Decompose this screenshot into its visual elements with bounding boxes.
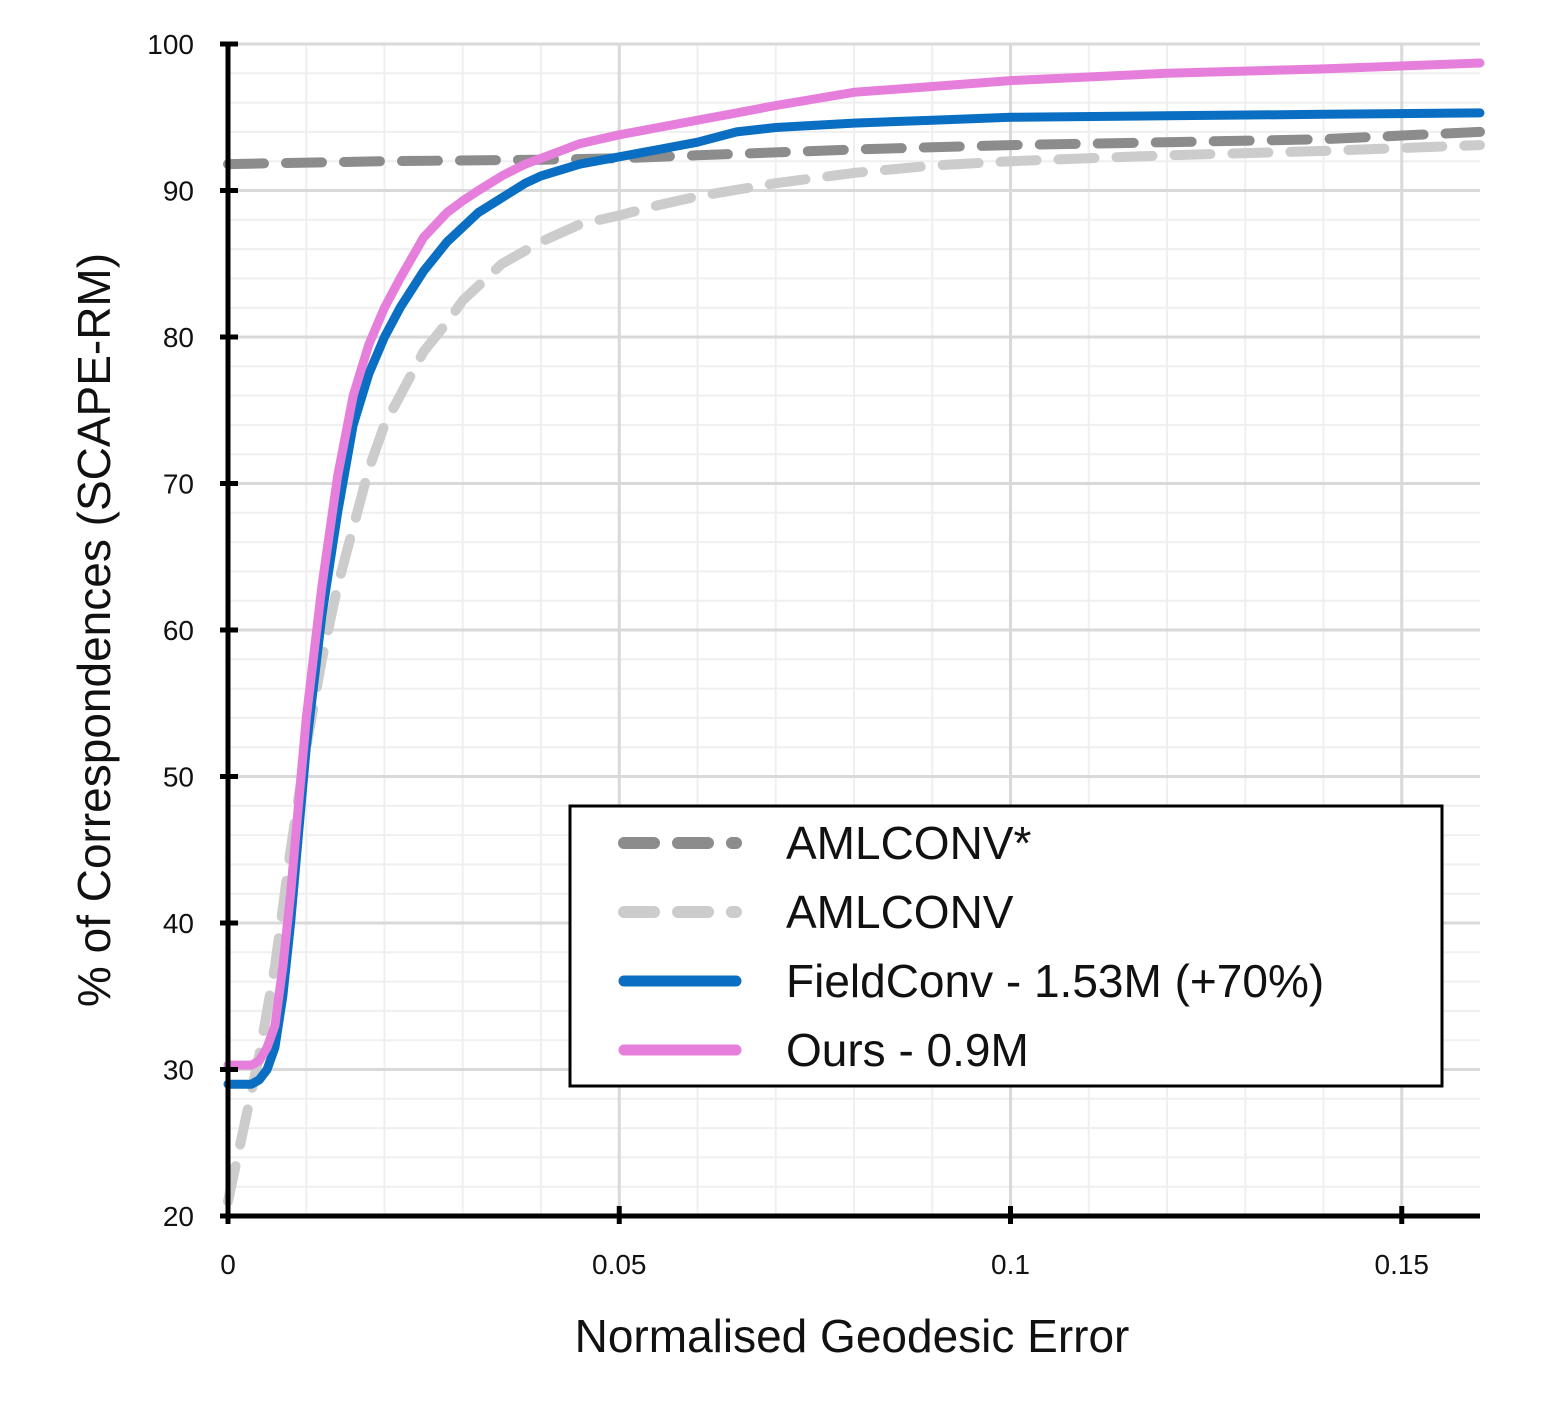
y-tick-label: 20 [163,1201,194,1232]
y-tick-label: 60 [163,615,194,646]
y-axis-title: % of Correspondences (SCAPE-RM) [68,253,120,1007]
y-tick-label: 70 [163,469,194,500]
x-tick-label: 0.15 [1375,1249,1430,1280]
legend-label-1: AMLCONV [786,886,1014,938]
y-tick-label: 100 [147,29,194,60]
legend-label-2: FieldConv - 1.53M (+70%) [786,955,1324,1007]
series-line-0 [223,126,1485,170]
legend: AMLCONV* AMLCONV FieldConv - 1.53M (+70%) O… [568,804,1444,1088]
series-line-3 [223,58,1485,1070]
y-tick-label: 50 [163,762,194,793]
x-tick-label: 0.1 [991,1249,1030,1280]
y-tick-label: 30 [163,1055,194,1086]
x-tick-label: 0 [220,1249,236,1280]
legend-label-3: Ours - 0.9M [786,1024,1029,1076]
y-tick-label: 90 [163,176,194,207]
series-layer [223,58,1485,1207]
major-grid [228,42,1480,1216]
y-tick-label: 80 [163,322,194,353]
legend-box [568,804,1444,1088]
tick-labels: 20 30 40 50 60 70 80 90 100 0 0.05 0.1 0.15 [147,29,1429,1280]
x-tick-label: 0.05 [592,1249,647,1280]
legend-label-0: AMLCONV* [786,817,1031,869]
y-tick-label: 40 [163,908,194,939]
x-axis-title: Normalised Geodesic Error [575,1310,1130,1362]
